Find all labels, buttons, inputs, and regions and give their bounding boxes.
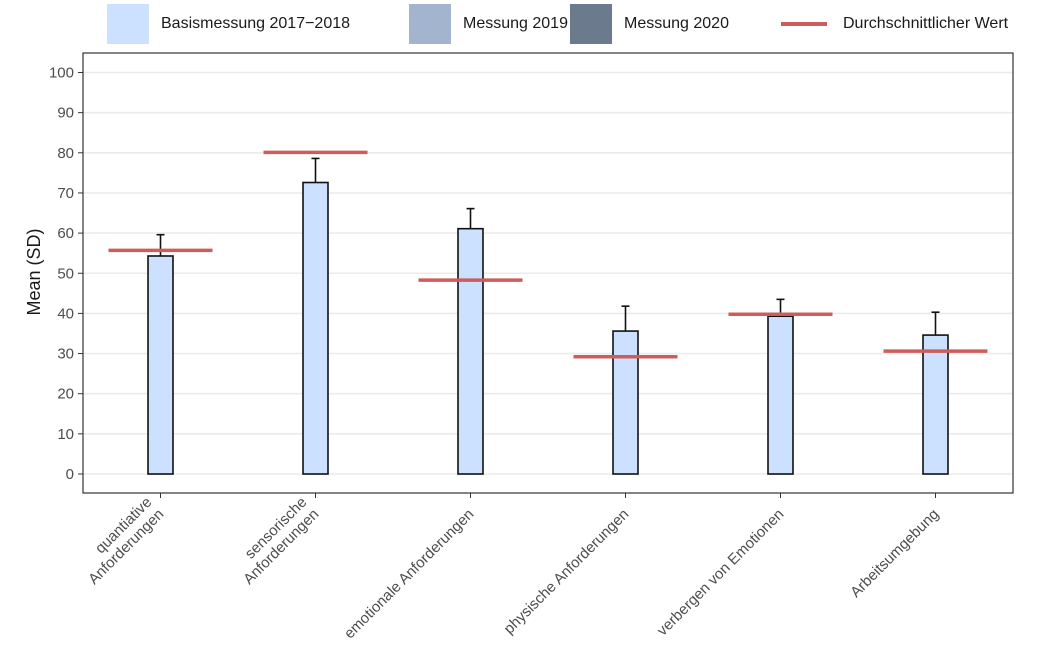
y-tick-label: 90 bbox=[57, 105, 74, 122]
legend-swatch bbox=[107, 4, 149, 44]
bar bbox=[302, 181, 329, 475]
y-tick-label: 100 bbox=[49, 65, 74, 82]
legend-swatch bbox=[570, 4, 612, 44]
legend-item-messung-2020: Messung 2020 bbox=[570, 4, 729, 44]
x-tick-label: verbergen von Emotionen bbox=[654, 506, 787, 639]
legend-label: Messung 2019 bbox=[463, 15, 568, 32]
y-tick-label: 60 bbox=[57, 225, 74, 242]
plot-panel-border bbox=[82, 52, 1014, 494]
bar bbox=[612, 330, 639, 475]
bar bbox=[767, 315, 794, 475]
y-tick-label: 50 bbox=[57, 265, 74, 282]
legend-item-messung-2019: Messung 2019 bbox=[409, 4, 568, 44]
grid bbox=[83, 71, 1013, 475]
legend-item-durchschnitt: Durchschnittlicher Wert bbox=[781, 4, 1008, 44]
y-tick-label: 0 bbox=[66, 466, 74, 483]
legend-item-basismessung: Basismessung 2017−2018 bbox=[107, 4, 350, 44]
x-tick-label: physische Anforderungen bbox=[501, 506, 633, 638]
bar bbox=[922, 334, 949, 475]
legend-line bbox=[781, 22, 827, 26]
legend: Basismessung 2017−2018 Messung 2019 Mess… bbox=[0, 0, 1042, 50]
y-tick-label: 30 bbox=[57, 346, 74, 363]
legend-label: Basismessung 2017−2018 bbox=[161, 15, 351, 32]
y-tick-label: 70 bbox=[57, 185, 74, 202]
legend-label: Messung 2020 bbox=[624, 15, 729, 32]
legend-label: Durchschnittlicher Wert bbox=[843, 15, 1009, 32]
y-axis-title: Mean (SD) bbox=[24, 228, 44, 315]
legend-swatch bbox=[409, 4, 451, 44]
x-tick-label: Arbeitsumgebung bbox=[847, 506, 942, 601]
x-tick-label: emotionale Anforderungen bbox=[341, 506, 477, 642]
y-tick-label: 80 bbox=[57, 145, 74, 162]
bar bbox=[457, 227, 484, 475]
y-axis: 0 10 20 30 40 50 60 70 80 90 100 bbox=[49, 65, 83, 483]
bar bbox=[147, 255, 174, 475]
average-lines bbox=[108, 150, 988, 359]
bars bbox=[147, 157, 949, 475]
y-tick-label: 40 bbox=[57, 305, 74, 322]
y-tick-label: 10 bbox=[57, 426, 74, 443]
y-tick-label: 20 bbox=[57, 386, 74, 403]
